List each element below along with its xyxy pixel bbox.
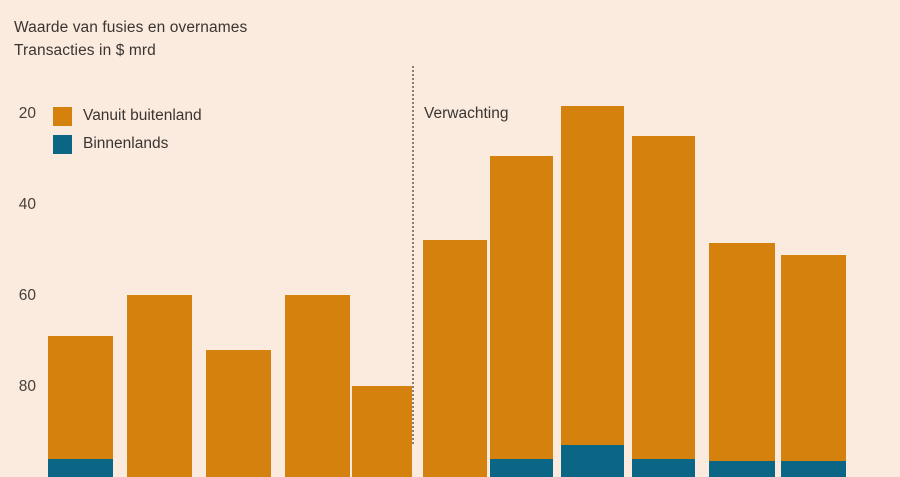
y-axis-tick-label: 60: [18, 287, 36, 304]
chart-canvas: Waarde van fusies en overnames Transacti…: [14, 16, 846, 477]
bar-segment-domestic: [561, 445, 624, 477]
bar-segment-foreign: [561, 106, 624, 446]
bar-segment-foreign: [127, 295, 192, 477]
bar-segment-foreign: [632, 135, 695, 459]
bar-segment-foreign: [709, 242, 775, 462]
bar[interactable]: [709, 242, 775, 477]
forecast-annotation: Verwachting: [424, 105, 509, 122]
bar-segment-foreign: [206, 349, 271, 477]
bar-segment-domestic: [781, 461, 846, 477]
bar[interactable]: [561, 106, 624, 477]
y-axis-tick-label: 20: [18, 105, 36, 122]
legend-item-foreign: Vanuit buitenland: [53, 102, 202, 130]
bar[interactable]: [285, 295, 350, 477]
bar[interactable]: [423, 240, 487, 477]
bar[interactable]: [48, 335, 113, 477]
legend-label-domestic: Binnenlands: [83, 135, 169, 152]
bar-segment-domestic: [709, 461, 775, 477]
chart-legend: Vanuit buitenland Binnenlands: [53, 102, 202, 158]
bar-segment-foreign: [781, 254, 846, 462]
bar-segment-domestic: [48, 458, 113, 477]
bar[interactable]: [490, 156, 553, 477]
legend-item-domestic: Binnenlands: [53, 130, 202, 158]
bar-segment-foreign: [352, 386, 412, 477]
bar[interactable]: [352, 386, 412, 477]
chart-subtitle: Transacties in $ mrd: [14, 42, 156, 59]
y-axis-tick-label: 80: [18, 378, 36, 395]
legend-label-foreign: Vanuit buitenland: [83, 107, 202, 124]
bar-segment-foreign: [48, 335, 113, 459]
bar-segment-domestic: [490, 458, 553, 477]
legend-swatch-domestic: [53, 134, 72, 154]
bar[interactable]: [632, 135, 695, 477]
forecast-divider: [412, 66, 414, 444]
bar[interactable]: [127, 295, 192, 477]
bar-segment-foreign: [490, 156, 553, 459]
chart-title-block: Waarde van fusies en overnames Transacti…: [14, 16, 247, 62]
bar-segment-foreign: [285, 295, 350, 477]
page-title: Waarde van fusies en overnames: [14, 19, 248, 36]
bar-segment-foreign: [423, 240, 487, 477]
bar[interactable]: [206, 349, 271, 477]
legend-swatch-foreign: [53, 106, 72, 126]
bar-segment-domestic: [632, 458, 695, 477]
y-axis-tick-label: 40: [18, 196, 36, 213]
